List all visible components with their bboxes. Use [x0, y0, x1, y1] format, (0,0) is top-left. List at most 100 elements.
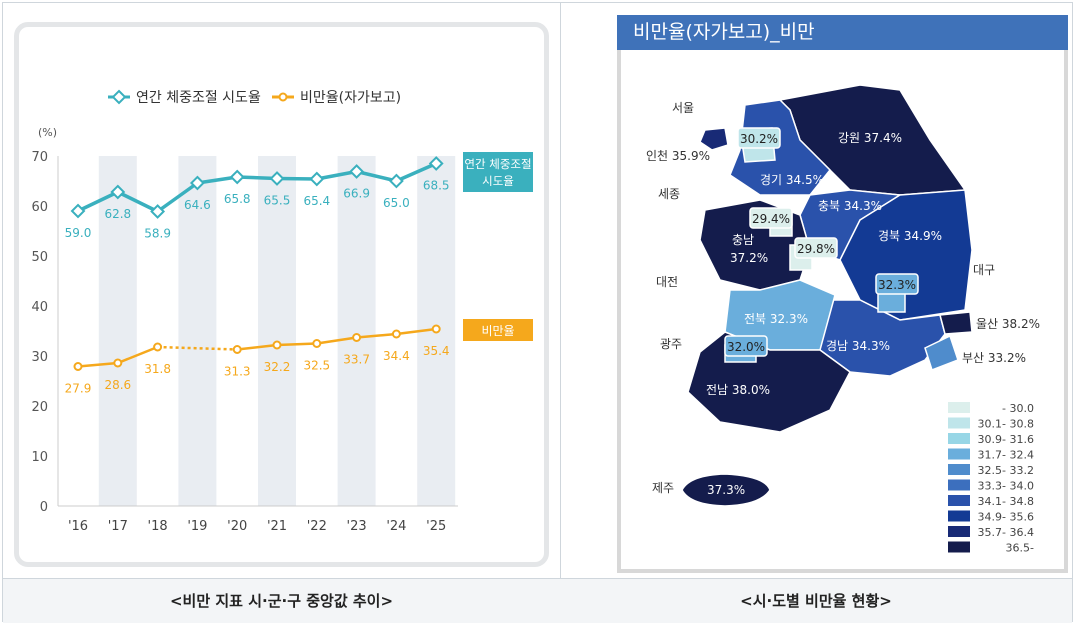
legend-label: 31.7- 32.4 — [978, 449, 1034, 462]
y-tick-label: 20 — [31, 400, 48, 415]
legend-swatch — [948, 526, 970, 537]
region-name: 서울 — [672, 101, 694, 115]
series-line-segment — [197, 175, 238, 185]
legend-swatch — [948, 417, 970, 429]
series-line-segment — [316, 336, 357, 345]
data-point-circle — [232, 345, 242, 354]
region-label: 경남 34.3% — [826, 339, 890, 353]
x-tick-label: '17 — [108, 519, 128, 534]
data-point-diamond — [189, 175, 205, 191]
data-point-circle — [352, 333, 362, 342]
y-tick-label: 70 — [31, 150, 48, 165]
data-label: 28.6 — [104, 378, 131, 392]
x-tick-label: '18 — [148, 519, 168, 534]
series-line-segment — [396, 327, 437, 336]
data-label: 35.4 — [423, 344, 450, 358]
y-tick-label: 40 — [31, 300, 48, 315]
data-point-diamond — [110, 184, 126, 200]
data-label: 31.3 — [224, 365, 251, 379]
y-tick-label: 0 — [40, 500, 48, 515]
region-value: 29.8% — [797, 242, 835, 256]
legend-label: 36.5- — [1006, 542, 1034, 555]
data-label: 64.6 — [184, 198, 211, 212]
region-name: 대전 — [656, 275, 678, 289]
data-label: 58.9 — [144, 227, 171, 241]
y-axis-unit: (%) — [38, 126, 57, 139]
data-label: 65.4 — [303, 194, 330, 208]
data-point-diamond — [150, 204, 166, 219]
series-line-segment — [356, 169, 397, 183]
series-line-segment — [276, 342, 317, 347]
right-caption: <시·도별 비만율 현황> — [740, 592, 892, 610]
data-point-circle — [431, 324, 441, 334]
region-경북 — [839, 189, 973, 321]
value-callout — [724, 335, 768, 357]
legend-swatch — [948, 541, 970, 553]
divider — [560, 2, 561, 620]
data-label: 33.7 — [343, 353, 370, 367]
y-tick-label: 50 — [31, 250, 48, 265]
data-label: 66.9 — [343, 187, 370, 201]
legend-label: 34.9- 35.6 — [978, 511, 1034, 524]
series-end-label: 연간 체중조절 — [464, 157, 531, 171]
y-tick-label: 10 — [31, 450, 48, 465]
data-point-diamond — [229, 169, 245, 185]
series-end-label-box — [463, 152, 533, 192]
series-end-label-box — [463, 319, 533, 341]
data-label: 31.8 — [144, 362, 171, 376]
series-end-label: 비만율 — [481, 324, 514, 338]
legend-label: 34.1- 34.8 — [978, 495, 1034, 508]
value-callout — [875, 273, 919, 295]
value-callout — [749, 207, 793, 229]
region-name: 세종 — [658, 187, 680, 201]
series-line-segment — [316, 169, 357, 181]
region-label: 경기 34.5% — [760, 173, 824, 187]
series-line-segment — [77, 190, 119, 213]
data-point-diamond — [388, 173, 404, 189]
category-band — [98, 156, 137, 506]
data-point-diamond — [349, 164, 365, 179]
data-label: 59.0 — [65, 226, 92, 240]
x-tick-label: '19 — [187, 519, 207, 534]
x-tick-label: '16 — [68, 519, 88, 534]
series-line-segment — [77, 361, 118, 368]
data-point-circle — [312, 339, 322, 348]
series-gap-line — [157, 345, 238, 351]
legend-label: 연간 체중조절 시도율 — [136, 90, 261, 106]
x-tick-label: '22 — [307, 519, 327, 534]
legend-swatch — [948, 495, 970, 506]
series-line-segment — [395, 161, 437, 183]
data-label: 65.0 — [383, 196, 410, 210]
series-line-segment — [237, 343, 278, 351]
legend-swatch — [948, 433, 970, 444]
category-band — [258, 156, 296, 506]
region-value: 32.3% — [878, 278, 916, 292]
region-name: 제주 — [652, 481, 674, 495]
legend-label: - 30.0 — [1002, 402, 1034, 415]
value-callout — [737, 127, 781, 149]
region-label: 경북 34.9% — [878, 229, 942, 243]
region-인천 — [699, 127, 729, 151]
region-name: 대구 — [973, 263, 995, 277]
data-label: 68.5 — [423, 179, 450, 193]
data-label: 27.9 — [65, 382, 92, 396]
y-tick-label: 60 — [31, 200, 48, 215]
data-label: 65.8 — [224, 192, 251, 206]
data-point-diamond — [70, 203, 86, 219]
x-tick-label: '21 — [267, 519, 287, 534]
left-caption: <비만 지표 시·군·구 중앙값 추이> — [169, 592, 394, 610]
data-point-circle — [272, 340, 282, 350]
region-value: 29.4% — [752, 212, 790, 226]
legend-swatch — [948, 510, 970, 522]
region-name: 광주 — [660, 337, 682, 351]
data-point-circle — [113, 358, 123, 368]
legend-swatch — [948, 448, 970, 460]
region-value: 37.2% — [730, 251, 768, 265]
data-label: 34.4 — [383, 349, 410, 363]
data-label: 62.8 — [104, 207, 131, 221]
data-point-diamond — [309, 171, 325, 187]
region-value: 30.2% — [740, 132, 778, 146]
region-부산 — [924, 334, 959, 371]
series-line-segment — [156, 181, 199, 213]
